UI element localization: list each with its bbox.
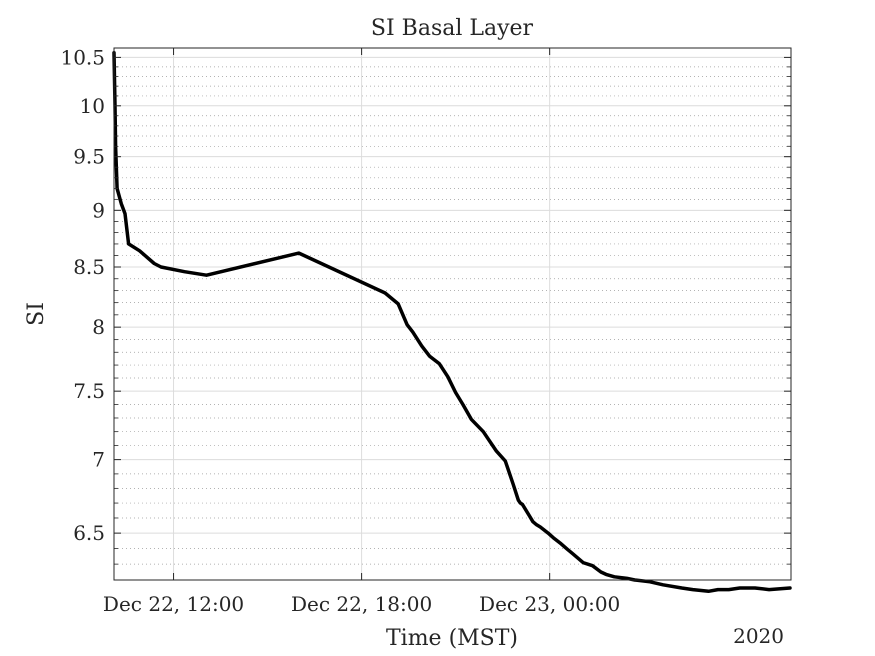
chart-title: SI Basal Layer [371, 16, 534, 41]
x-axis-label: Time (MST) [386, 626, 518, 651]
x-year-label: 2020 [733, 624, 784, 648]
x-tick-labels: Dec 22, 12:00 Dec 22, 18:00 Dec 23, 00:00 [103, 592, 620, 616]
y-tick-label: 7.5 [73, 379, 105, 403]
y-axis-label: SI [24, 302, 49, 326]
x-tick-label: Dec 22, 12:00 [103, 592, 244, 616]
y-tick-label: 9 [92, 198, 105, 222]
y-tick-label: 8 [92, 315, 105, 339]
x-tick-label: Dec 22, 18:00 [291, 592, 432, 616]
y-tick-label: 6.5 [73, 521, 105, 545]
x-tick-label: Dec 23, 00:00 [479, 592, 620, 616]
y-tick-label: 9.5 [73, 145, 105, 169]
series-layer [112, 50, 792, 594]
y-tick-label: 8.5 [73, 255, 105, 279]
y-tick-label: 10 [80, 94, 105, 118]
plot-background [114, 48, 791, 580]
y-tick-label: 10.5 [60, 45, 105, 69]
y-tick-labels: 6.5 7 7.5 8 8.5 9 9.5 10 10.5 [60, 45, 105, 545]
y-tick-label: 7 [92, 448, 105, 472]
plot-frame [113, 47, 792, 581]
series-line [112, 50, 792, 594]
major-grid [114, 48, 791, 580]
ticks [114, 47, 791, 581]
minor-grid [114, 47, 791, 581]
